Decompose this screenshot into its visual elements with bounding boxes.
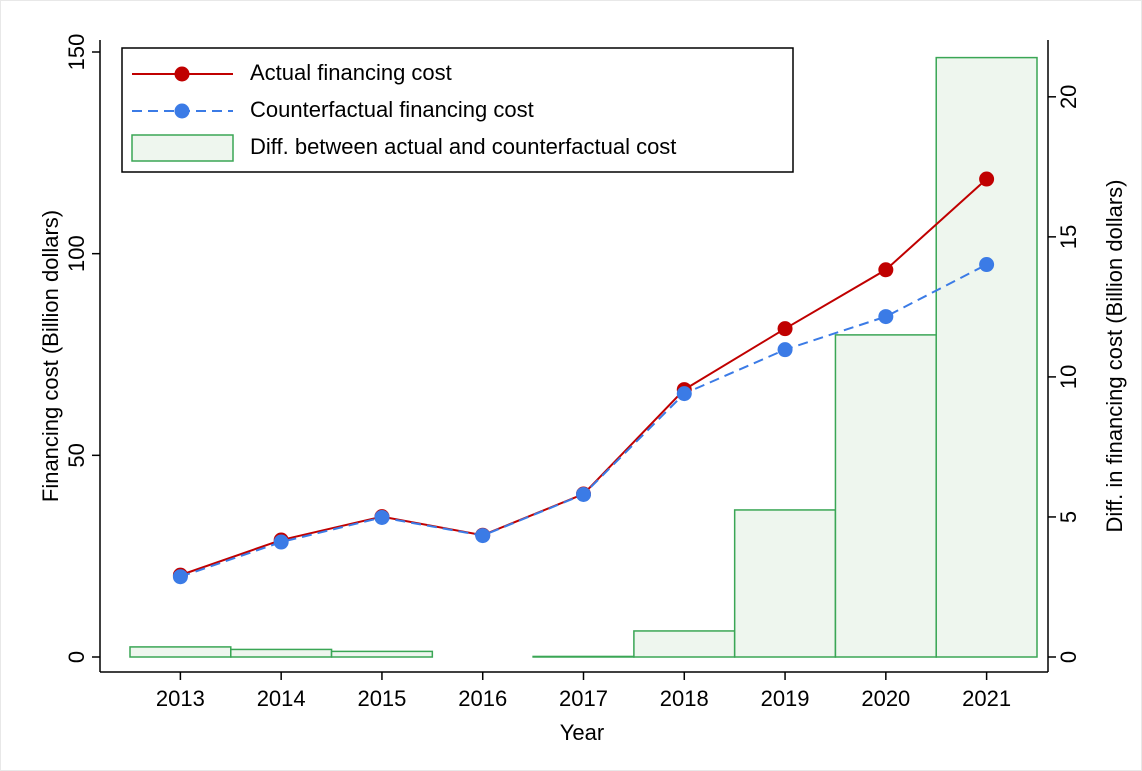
point <box>878 262 894 278</box>
legend-marker <box>174 66 190 82</box>
point <box>979 257 995 273</box>
x-tick-label: 2020 <box>861 686 910 711</box>
x-tick-label: 2019 <box>761 686 810 711</box>
bar <box>532 655 635 658</box>
x-tick-label: 2015 <box>357 686 406 711</box>
point <box>878 309 894 325</box>
point <box>273 534 289 550</box>
bar <box>733 509 837 658</box>
legend-swatch <box>131 134 234 162</box>
legend-label: Actual financing cost <box>250 60 452 85</box>
legend-marker <box>174 103 190 119</box>
bar <box>834 334 937 658</box>
x-tick-label: 2017 <box>559 686 608 711</box>
y2-tick-label: 20 <box>1056 85 1081 109</box>
point <box>777 342 793 358</box>
x-axis-title: Year <box>560 720 604 745</box>
x-tick-label: 2018 <box>660 686 709 711</box>
y2-tick-label: 15 <box>1056 225 1081 249</box>
x-tick-label: 2016 <box>458 686 507 711</box>
y2-tick-label: 0 <box>1056 651 1081 663</box>
point <box>475 528 491 544</box>
point <box>576 486 591 502</box>
bar <box>230 648 333 658</box>
legend-box <box>121 47 794 173</box>
y-axis-title: Financing cost (Billion dollars) <box>38 210 63 502</box>
y2-axis-title: Diff. in financing cost (Billion dollars… <box>1102 180 1127 533</box>
y-tick-label: 50 <box>64 443 89 467</box>
bar <box>330 650 434 658</box>
bar <box>633 630 736 658</box>
point <box>676 386 692 402</box>
point <box>172 569 188 585</box>
y2-tick-label: 5 <box>1056 511 1081 523</box>
legend-label: Diff. between actual and counterfactual … <box>250 134 676 159</box>
point <box>374 509 390 525</box>
x-tick-label: 2021 <box>962 686 1011 711</box>
x-tick-label: 2014 <box>257 686 306 711</box>
legend-label: Counterfactual financing cost <box>250 97 534 122</box>
bar <box>129 646 232 658</box>
bar <box>935 56 1038 658</box>
point <box>777 321 793 337</box>
y2-tick-label: 10 <box>1056 365 1081 389</box>
y-tick-label: 0 <box>64 651 89 663</box>
y-tick-label: 100 <box>64 235 89 272</box>
x-tick-label: 2013 <box>156 686 205 711</box>
point <box>979 171 995 187</box>
y-tick-label: 150 <box>64 34 89 71</box>
